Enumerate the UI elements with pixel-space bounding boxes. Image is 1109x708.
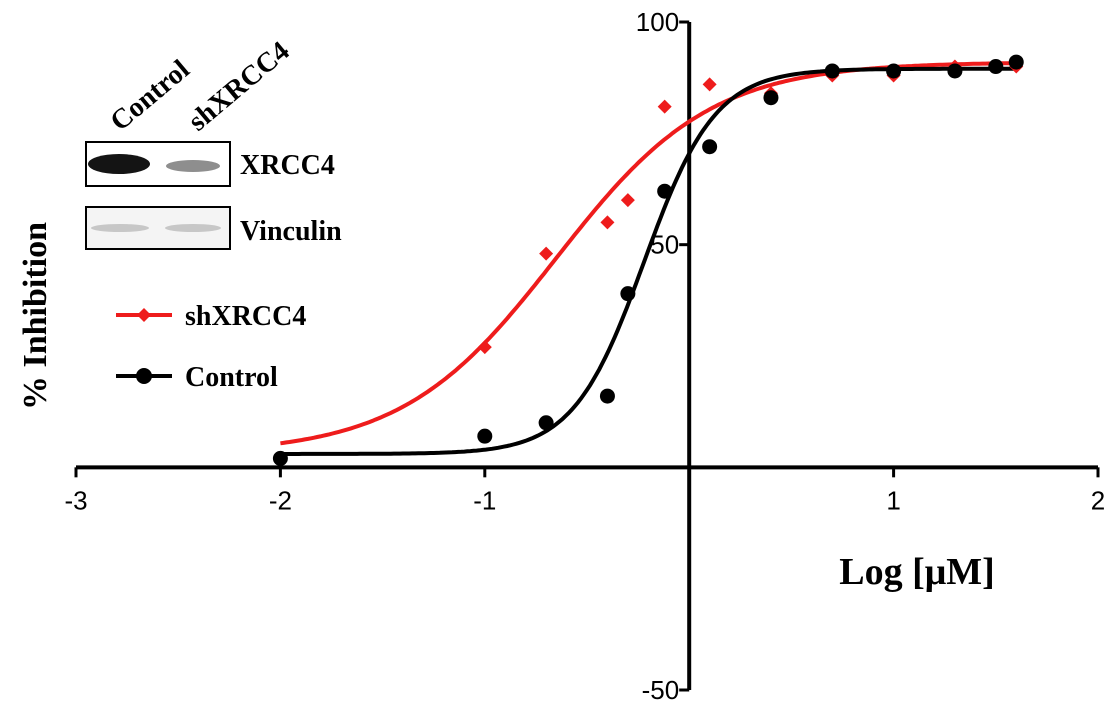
y-axis-title: % Inhibition [17, 222, 54, 410]
data-point-control [538, 415, 554, 431]
data-point-shxrcc4 [477, 340, 492, 355]
y-tick-label: -50 [642, 675, 680, 705]
x-tick-label: 2 [1091, 485, 1105, 515]
data-point-shxrcc4 [600, 215, 615, 230]
x-tick-label: -2 [269, 485, 292, 515]
data-point-control [477, 428, 493, 444]
data-points [272, 54, 1024, 466]
data-point-shxrcc4 [620, 193, 635, 208]
blot-band-vinculin-shxrcc4 [165, 224, 221, 232]
blot-band-xrcc4-control [88, 154, 150, 174]
fit-curves [280, 61, 1017, 456]
data-point-control [599, 388, 615, 404]
y-tick-label: 100 [636, 7, 679, 37]
data-point-control [272, 450, 288, 466]
data-point-shxrcc4 [702, 77, 717, 92]
x-tick-label: -1 [473, 485, 496, 515]
data-point-shxrcc4 [539, 246, 554, 261]
legend-marker-control [136, 368, 152, 384]
legend-item-shxrcc4: shXRCC4 [116, 301, 306, 332]
legend: shXRCC4 Control [116, 301, 306, 393]
blot-band-label-vinculin: Vinculin [240, 216, 342, 247]
blot-lane-label-control: Control [105, 54, 196, 138]
axes [74, 20, 1100, 692]
data-point-control [763, 90, 779, 106]
western-blot-inset: Control shXRCC4 XRCC4 Vinculin [85, 36, 342, 250]
data-point-control [947, 63, 963, 79]
legend-label-control: Control [185, 362, 278, 393]
legend-label-shxrcc4: shXRCC4 [185, 301, 306, 332]
data-point-control [1008, 54, 1024, 70]
blot-band-vinculin-control [91, 224, 149, 232]
fit-curve-control [280, 66, 1017, 456]
data-point-control [702, 139, 718, 155]
x-axis-title: Log [μM] [839, 551, 995, 593]
x-tick-label: 1 [886, 485, 900, 515]
blot-band-label-xrcc4: XRCC4 [240, 150, 335, 181]
data-point-control [657, 183, 673, 199]
legend-item-control: Control [116, 362, 278, 393]
data-point-control [620, 286, 636, 302]
data-point-control [886, 63, 902, 79]
data-point-control [824, 63, 840, 79]
x-tick-label: -3 [64, 485, 87, 515]
legend-marker-shxrcc4 [137, 308, 151, 322]
data-point-control [988, 59, 1004, 75]
tick-labels: -3 -2 -1 1 2 100 50 -50 [64, 7, 1105, 705]
blot-band-xrcc4-shxrcc4 [166, 160, 220, 172]
data-point-shxrcc4 [657, 99, 672, 114]
blot-lane-label-shxrcc4: shXRCC4 [183, 36, 296, 138]
y-tick-label: 50 [650, 230, 679, 260]
